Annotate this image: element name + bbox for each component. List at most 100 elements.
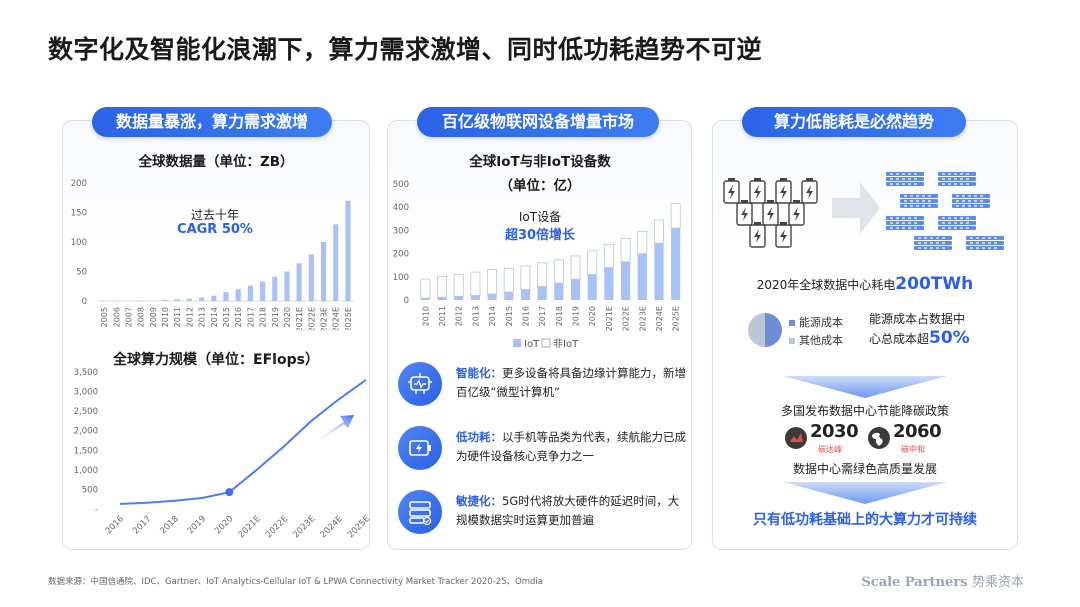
legend-other: 其他成本: [789, 332, 843, 348]
right-panel-pill: 算力低能耗是必然趋势: [742, 107, 966, 137]
left-panel: [62, 120, 370, 550]
compute-scale-chart-title: 全球算力规模（单位：EFlops）: [113, 352, 319, 368]
feature-agile: 敏捷化：5G时代将放大硬件的延迟时间，大规模数据实时运算更加普遍: [398, 490, 688, 540]
batteries-to-servers-illustration: [723, 172, 1004, 250]
y-tick-label: 1,500: [74, 446, 98, 456]
feature-low-power: 低功耗：以手机等品类为代表，续航能力已成为硬件设备核心竞争力之一: [398, 426, 688, 476]
y-tick-label: -: [95, 505, 98, 515]
iot-chart-title-line1: 全球IoT与非IoT设备数: [469, 154, 611, 170]
battery-item-icon: [788, 200, 805, 226]
battery-item-icon: [736, 200, 753, 226]
y-tick-label: 500: [82, 485, 98, 495]
middle-panel-pill: 百亿级物联网设备增量市场: [417, 107, 659, 137]
y-tick-label: 0: [82, 297, 87, 307]
growth-arrow-icon: [314, 415, 354, 444]
legend-iot-label: IoT: [524, 339, 540, 350]
iot-bar: [520, 289, 531, 300]
data-volume-bar: [272, 276, 278, 301]
iot-bar: [604, 267, 614, 300]
highlight-point-2020: [225, 488, 234, 497]
policy-text: 多国发布数据中心节能降碳政策: [780, 404, 949, 418]
server-rack-icon: [886, 216, 924, 230]
server-rack-icon: [914, 236, 952, 250]
x-tick-label: 2019: [186, 514, 208, 536]
chip-face-icon: [398, 362, 442, 406]
y-tick-label: 3,500: [74, 368, 98, 378]
data-volume-bar: [211, 295, 217, 301]
iot-bar: [671, 228, 681, 300]
server-rack-icon: [900, 194, 938, 208]
server-rack-icon: [938, 216, 976, 230]
x-tick-label: 2010: [421, 306, 430, 326]
data-volume-chart: 0 50 100 150 200 2005 2006 2007 2008 2009 2010 2011…: [71, 179, 354, 330]
iot-bar: [621, 261, 631, 300]
carbon-peak-icon: [785, 427, 807, 449]
carbon-peak-label: 碳达峰: [818, 445, 842, 454]
battery-item-icon: [775, 178, 792, 204]
x-tick-label: 2006: [112, 307, 121, 327]
brand-logo: Scale Partners 势乘资本: [861, 575, 1024, 590]
y-tick-label: 300: [393, 226, 409, 236]
y-tick-label: 3,000: [74, 388, 98, 398]
pie-slice-other: [748, 313, 765, 347]
server-rack-icon: [952, 194, 990, 208]
x-tick-label: 2016: [234, 307, 243, 327]
feature-agile-text: 敏捷化：5G时代将放大硬件的延迟时间，大规模数据实时运算更加普遍: [456, 494, 680, 527]
x-tick-label: 2016: [521, 306, 530, 326]
iot-bar: [420, 298, 430, 300]
non-iot-bar: [503, 267, 514, 293]
left-panel-pill: 数据量暴涨，算力需求激增: [92, 107, 332, 137]
y-tick-label: 1,000: [74, 466, 98, 476]
data-volume-bar: [125, 300, 132, 302]
battery-item-icon: [801, 178, 818, 204]
iot-bar: [537, 286, 547, 300]
non-iot-bar: [453, 273, 464, 297]
iot-device-chart: 0 100 200 300 400 500 2010 2011 2012 2013 2014 2015…: [393, 180, 681, 350]
data-volume-bar: [113, 300, 119, 302]
iot-annotation-growth: 超30倍增长: [504, 228, 576, 243]
x-tick-label: 2022E: [307, 307, 316, 330]
x-tick-label: 2024E: [319, 514, 345, 540]
page-title: 数字化及智能化浪潮下，算力需求激增、同时低功耗趋势不可逆: [48, 35, 763, 64]
non-iot-bar: [670, 203, 681, 229]
x-tick-label: 2024E: [655, 306, 664, 331]
iot-bar: [504, 292, 514, 300]
energy-share-line2: 心总成本超50%: [869, 328, 970, 348]
x-tick-label: 2017: [538, 306, 547, 326]
x-tick-label: 2014: [488, 306, 497, 326]
x-tick-label: 2021E: [237, 514, 263, 540]
x-tick-label: 2020: [588, 306, 597, 326]
x-tick-label: 2017: [131, 514, 153, 536]
data-volume-bar: [296, 263, 302, 301]
down-chevron-icon: [783, 376, 947, 398]
data-volume-annotation-period: 过去十年: [190, 208, 239, 222]
carbon-neutral-year: 2060: [893, 421, 942, 442]
y-tick-label: 2,000: [74, 427, 98, 437]
feature-intelligent: 智能化：更多设备将具备边缘计算能力，新增百亿级“微型计算机”: [398, 362, 688, 412]
x-tick-label: 2007: [124, 307, 133, 327]
x-tick-label: 2008: [137, 307, 146, 327]
x-tick-label: 2017: [246, 307, 255, 327]
iot-bar: [587, 274, 597, 300]
iot-bar: [654, 243, 664, 300]
y-tick-label: 500: [393, 180, 409, 190]
x-tick-label: 2011: [438, 306, 447, 326]
green-development-text: 数据中心需绿色高质量发展: [792, 462, 937, 476]
server-icon: [398, 490, 442, 534]
data-volume-bar: [199, 297, 205, 301]
iot-bar: [637, 253, 647, 300]
feature-low-power-text: 低功耗：以手机等品类为代表，续航能力已成为硬件设备核心竞争力之一: [456, 430, 686, 463]
x-tick-label: 2024E: [332, 307, 341, 330]
consumption-line: 2020年全球数据中心耗电200TWh: [756, 274, 974, 294]
server-rack-cluster-icon: [886, 172, 1004, 250]
y-tick-label: 100: [71, 238, 87, 248]
non-iot-bar: [520, 265, 531, 290]
x-tick-label: 2019: [572, 306, 581, 326]
pie-slice-energy: [765, 313, 782, 347]
legend-non-iot-swatch: [541, 338, 551, 348]
non-iot-bar: [553, 259, 564, 284]
x-tick-label: 2018: [259, 307, 268, 327]
carbon-neutral-label: 碳中和: [901, 445, 925, 454]
x-tick-label: 2023E: [291, 514, 317, 540]
